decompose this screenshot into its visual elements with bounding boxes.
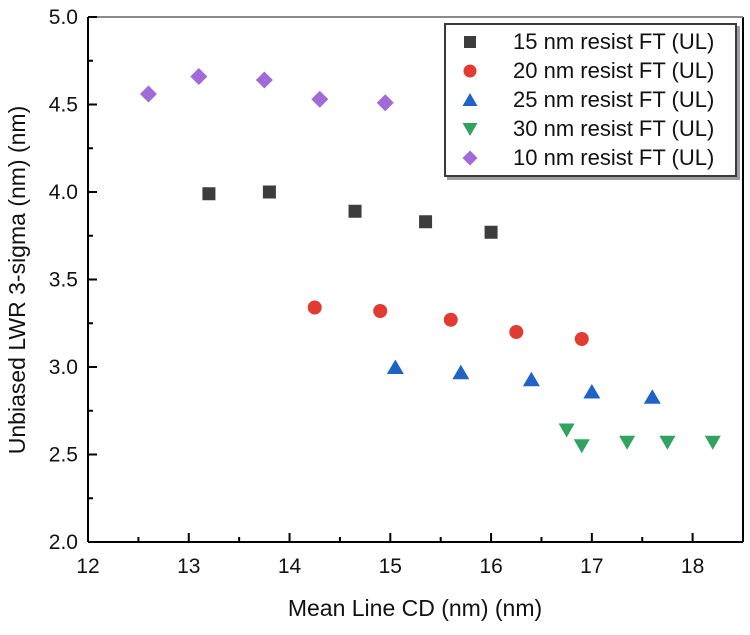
y-tick-label: 3.5 [49, 269, 78, 292]
data-point-triangle-up [583, 384, 601, 399]
legend-item-30nm: 30 nm resist FT (UL) [446, 115, 735, 144]
x-tick-label: 13 [177, 555, 200, 578]
legend-label: 20 nm resist FT (UL) [513, 57, 715, 83]
series [202, 185, 498, 239]
legend-triangle-down-icon [462, 123, 478, 137]
data-point-square [262, 185, 276, 199]
x-tick-label: 17 [580, 555, 603, 578]
legend-label: 30 nm resist FT (UL) [513, 116, 715, 142]
y-axis-label: Unbiased LWR 3-sigma (nm) (nm) [4, 106, 30, 454]
data-point-circle [574, 332, 589, 346]
legend-label: 10 nm resist FT (UL) [513, 145, 715, 171]
axis-ticks [87, 16, 694, 543]
data-point-diamond [190, 68, 208, 85]
y-tick-label: 2.5 [49, 444, 78, 467]
data-point-square [348, 204, 362, 218]
data-point-diamond [255, 71, 273, 89]
data-point-diamond [311, 90, 329, 108]
data-point-square [484, 225, 498, 239]
data-point-triangle-up [522, 371, 540, 387]
legend-item-25nm: 25 nm resist FT (UL) [446, 85, 735, 114]
legend-item-15nm: 15 nm resist FT (UL) [446, 27, 735, 56]
data-point-triangle-down [619, 435, 636, 450]
data-point-triangle-down [659, 435, 676, 450]
legend-label: 25 nm resist FT (UL) [513, 86, 715, 112]
x-tick-label: 14 [278, 555, 302, 578]
series [558, 423, 721, 454]
series [307, 300, 589, 346]
y-tick-label: 5.0 [49, 6, 78, 29]
data-point-triangle-down [704, 435, 721, 450]
data-point-circle [373, 304, 388, 318]
x-tick-label: 12 [76, 555, 99, 578]
y-tick-label: 2.0 [49, 531, 78, 554]
series [139, 68, 394, 112]
data-point-triangle-up [643, 389, 661, 404]
data-point-square [419, 215, 433, 229]
data-point-diamond [376, 94, 394, 112]
data-point-triangle-down [573, 439, 590, 454]
y-tick-label: 3.0 [49, 356, 78, 379]
data-points [139, 68, 721, 454]
data-point-triangle-down [558, 423, 575, 438]
x-tick-label: 15 [379, 555, 402, 578]
legend-item-10nm: 10 nm resist FT (UL) [446, 144, 735, 173]
data-point-diamond [139, 85, 157, 103]
x-axis-label: Mean Line CD (nm) (nm) [288, 595, 542, 621]
y-tick-label: 4.0 [49, 181, 78, 204]
legend-item-20nm: 20 nm resist FT (UL) [446, 56, 735, 85]
legend-triangle-up-icon [462, 92, 478, 106]
data-point-circle [307, 300, 322, 315]
data-point-circle [443, 312, 458, 327]
legend-diamond-icon [462, 150, 478, 166]
data-point-triangle-up [452, 364, 470, 380]
data-point-square [202, 187, 216, 201]
legend-circle-icon [463, 64, 477, 78]
y-tick-label: 4.5 [49, 94, 78, 117]
legend-square-icon [464, 35, 476, 48]
series [386, 359, 661, 404]
x-tick-label: 18 [681, 555, 704, 578]
axis-tick-labels: 12 13 14 15 16 17 18 2.0 2.5 3.0 3.5 4.0 4.5 5.0 [49, 6, 704, 578]
x-tick-label: 16 [479, 555, 502, 578]
legend: 15 nm resist FT (UL) 20 nm resist FT (UL… [444, 23, 737, 177]
legend-label: 15 nm resist FT (UL) [513, 28, 715, 54]
data-point-circle [509, 325, 524, 339]
data-point-triangle-up [386, 359, 404, 374]
